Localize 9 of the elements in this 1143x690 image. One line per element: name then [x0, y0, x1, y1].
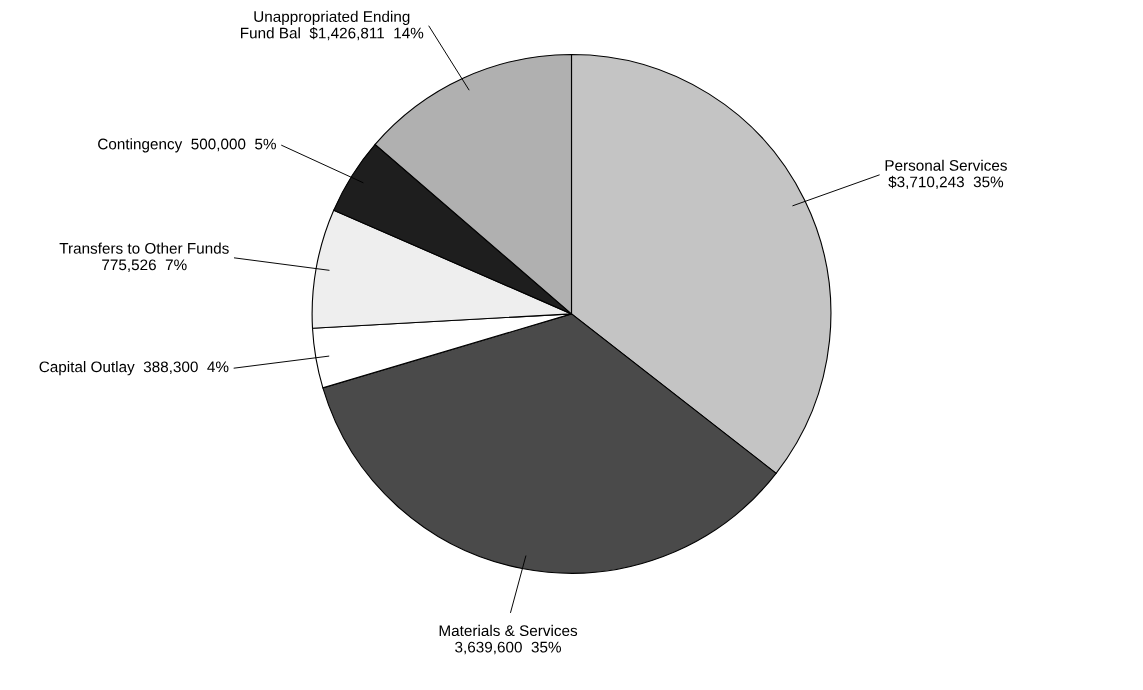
slice-label: Capital Outlay 388,300 4%	[39, 361, 229, 376]
slice-label: Personal Services	[885, 159, 1007, 171]
data-label: 775,526 7%	[102, 259, 187, 273]
slice-label: Transfers to Other Funds	[59, 242, 229, 254]
data-label: $3,710,243 35%	[888, 175, 1004, 190]
slice-label: Contingency 500,000 5%	[98, 138, 276, 153]
slice-label: Materials & Services	[439, 624, 578, 637]
slice-label: Unappropriated Ending Fund Bal $1,426,811 14%	[241, 10, 424, 41]
data-label: 3,639,600 35%	[455, 641, 562, 655]
